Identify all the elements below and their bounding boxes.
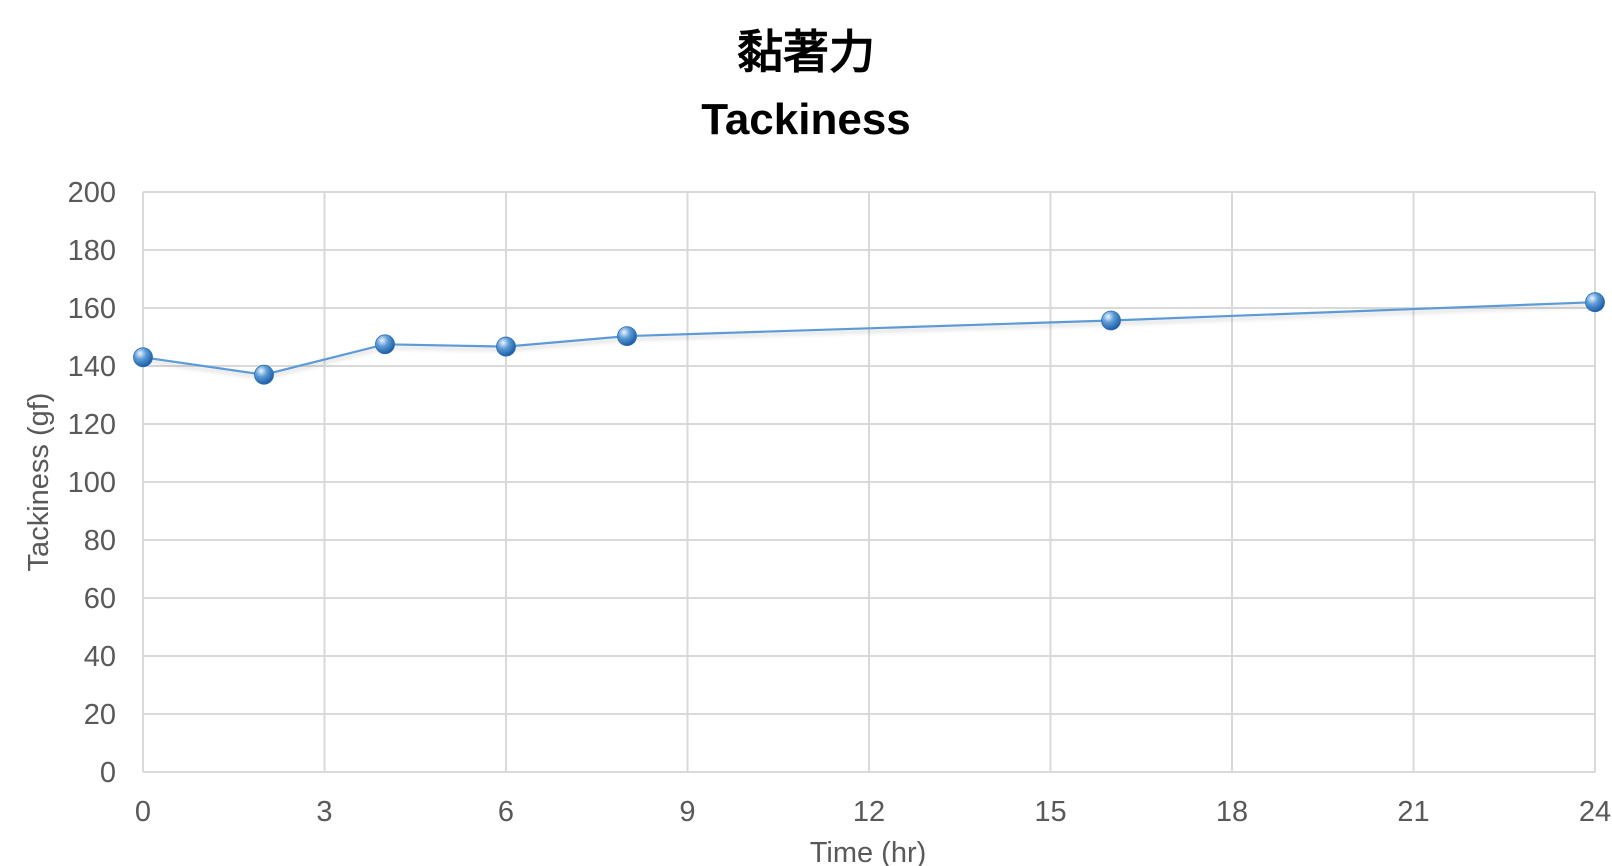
y-tick-label: 140 [68,351,116,383]
x-tick-label: 18 [1216,796,1248,828]
y-tick-label: 100 [68,467,116,499]
x-tick-label: 24 [1579,796,1611,828]
gridlines [142,191,1596,773]
data-point [375,334,395,355]
data-point [1101,310,1121,331]
x-axis-ticks: 0 3 6 9 12 15 18 21 24 [135,796,1611,828]
y-tick-label: 80 [84,525,116,557]
y-tick-label: 120 [68,409,116,441]
y-tick-label: 0 [100,757,116,789]
x-tick-label: 0 [135,796,151,828]
x-tick-label: 6 [498,796,514,828]
y-tick-label: 40 [84,641,116,673]
chart-subtitle: Tackiness [701,95,911,144]
y-tick-label: 20 [84,699,116,731]
x-axis-title: Time (hr) [810,837,927,866]
data-point [496,336,516,357]
data-point [133,347,153,368]
y-axis-ticks: 0 20 40 60 80 100 120 140 160 180 200 [68,177,116,789]
y-tick-label: 160 [68,293,116,325]
y-tick-label: 60 [84,583,116,615]
x-tick-label: 9 [679,796,695,828]
chart-title: 黏著力 [737,25,875,79]
y-tick-label: 200 [68,177,116,209]
x-tick-label: 12 [853,796,885,828]
data-point [254,364,274,385]
y-axis-title: Tackiness (gf) [23,393,55,572]
x-tick-label: 21 [1397,796,1429,828]
y-tick-label: 180 [68,235,116,267]
x-tick-label: 3 [316,796,332,828]
series [133,292,1605,385]
data-point [617,326,637,347]
x-tick-label: 15 [1034,796,1066,828]
data-point [1585,292,1605,313]
